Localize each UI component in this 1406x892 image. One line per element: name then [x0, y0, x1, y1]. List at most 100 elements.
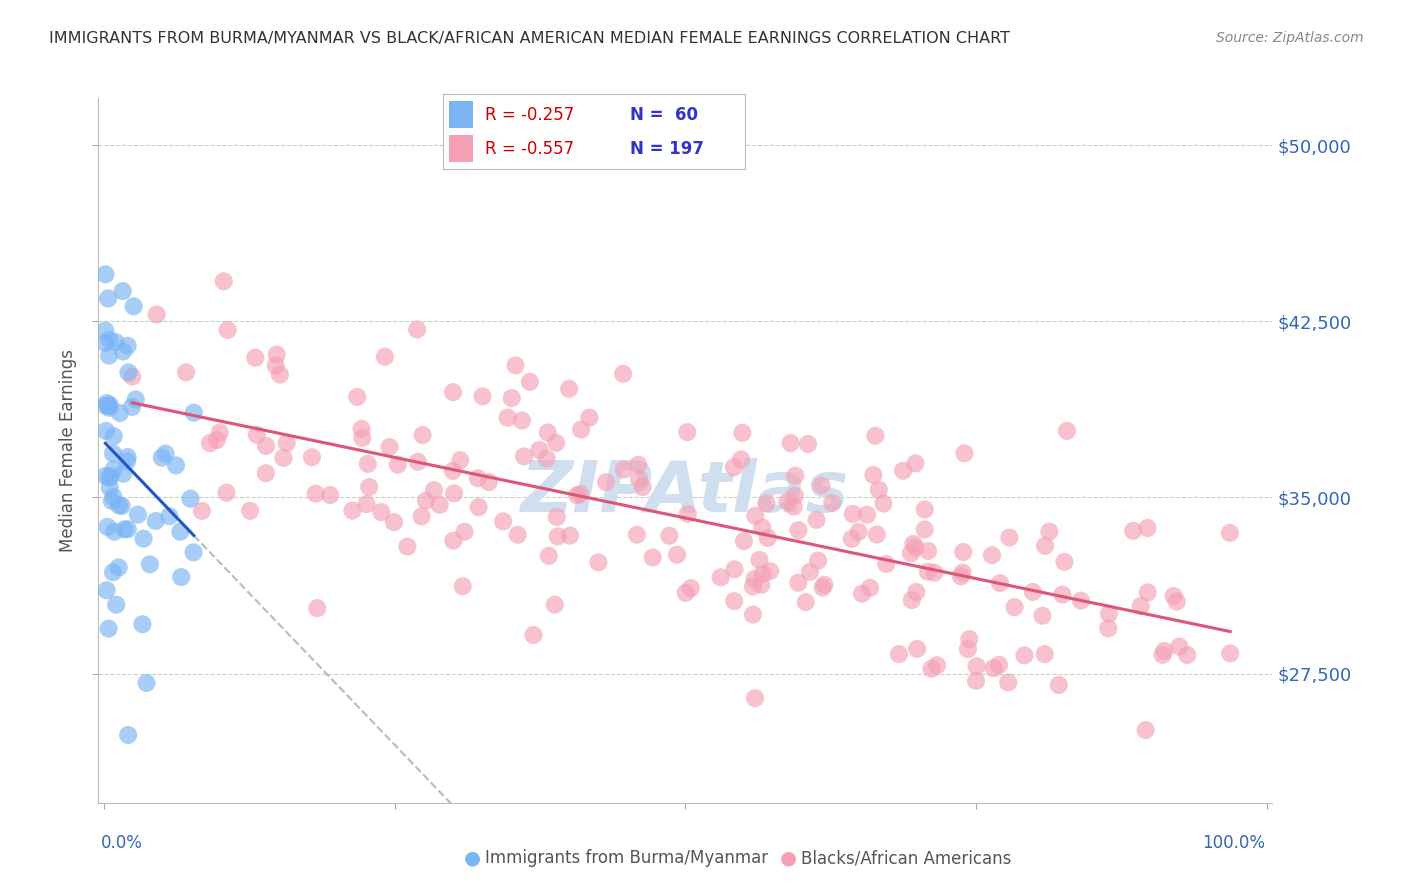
Text: 100.0%: 100.0% — [1202, 834, 1265, 852]
Point — [117, 339, 139, 353]
Point — [122, 299, 145, 313]
Point — [117, 522, 139, 536]
Bar — [449, 136, 472, 161]
Point — [357, 457, 380, 471]
Point — [679, 581, 702, 595]
Point — [723, 594, 745, 608]
Point — [150, 450, 173, 465]
Point — [101, 446, 124, 460]
Point — [125, 392, 148, 407]
Point — [848, 524, 870, 539]
Point — [378, 440, 401, 454]
Point — [117, 365, 139, 379]
Point — [641, 550, 664, 565]
Point — [121, 400, 143, 414]
Point — [1052, 588, 1074, 602]
Point — [145, 514, 167, 528]
Point — [107, 560, 129, 574]
Point — [387, 458, 409, 472]
Point — [783, 500, 806, 514]
Point — [519, 375, 541, 389]
Point — [276, 436, 298, 450]
Point — [139, 558, 162, 572]
Point — [748, 553, 770, 567]
Point — [105, 598, 128, 612]
Point — [112, 467, 135, 481]
Point — [952, 545, 974, 559]
Point — [558, 528, 581, 542]
Point — [676, 425, 699, 439]
Point — [513, 450, 536, 464]
Point — [546, 510, 568, 524]
Point — [957, 632, 980, 647]
Point — [891, 464, 914, 478]
Point — [1022, 585, 1045, 599]
Point — [406, 455, 429, 469]
Point — [115, 454, 138, 468]
Point — [96, 583, 118, 598]
Point — [953, 446, 976, 460]
Point — [264, 359, 287, 373]
Point — [536, 451, 558, 466]
Point — [1152, 648, 1174, 662]
Point — [1168, 640, 1191, 654]
Point — [103, 429, 125, 443]
Point — [98, 349, 121, 363]
Point — [756, 531, 779, 545]
Point — [94, 268, 117, 282]
Point — [208, 425, 231, 440]
Point — [492, 514, 515, 528]
Point — [658, 529, 681, 543]
Point — [94, 424, 117, 438]
Point — [467, 500, 489, 515]
Text: Source: ZipAtlas.com: Source: ZipAtlas.com — [1216, 31, 1364, 45]
Point — [862, 468, 884, 483]
Point — [342, 503, 364, 517]
Point — [412, 428, 434, 442]
Text: IMMIGRANTS FROM BURMA/MYANMAR VS BLACK/AFRICAN AMERICAN MEDIAN FEMALE EARNINGS C: IMMIGRANTS FROM BURMA/MYANMAR VS BLACK/A… — [49, 31, 1010, 46]
Point — [1153, 644, 1175, 658]
Point — [799, 565, 821, 579]
Point — [900, 546, 922, 560]
Point — [905, 585, 928, 599]
Point — [165, 458, 187, 473]
Point — [710, 570, 733, 584]
Point — [370, 505, 392, 519]
Point — [1136, 585, 1159, 599]
Point — [346, 390, 368, 404]
Point — [787, 523, 810, 537]
Point — [266, 348, 288, 362]
Point — [676, 507, 699, 521]
Point — [851, 587, 873, 601]
Point — [925, 658, 948, 673]
Point — [1004, 600, 1026, 615]
Point — [212, 274, 235, 288]
Point — [441, 464, 464, 478]
Point — [98, 469, 121, 483]
Point — [631, 480, 654, 494]
Point — [510, 413, 533, 427]
Point — [1097, 621, 1119, 635]
Point — [794, 595, 817, 609]
Point — [505, 359, 527, 373]
Point — [776, 495, 799, 509]
Point — [506, 527, 529, 541]
Text: R = -0.257: R = -0.257 — [485, 106, 575, 124]
Text: ●: ● — [780, 848, 797, 868]
Point — [101, 566, 124, 580]
Point — [1033, 647, 1056, 661]
Point — [246, 427, 269, 442]
Point — [917, 565, 939, 579]
Point — [127, 508, 149, 522]
Point — [145, 308, 167, 322]
Point — [179, 491, 201, 506]
Point — [759, 564, 782, 578]
Point — [675, 586, 697, 600]
Point — [254, 439, 277, 453]
Point — [751, 577, 773, 591]
Point — [96, 396, 118, 410]
Point — [217, 323, 239, 337]
Point — [924, 566, 946, 580]
Point — [98, 333, 121, 347]
Point — [359, 480, 381, 494]
